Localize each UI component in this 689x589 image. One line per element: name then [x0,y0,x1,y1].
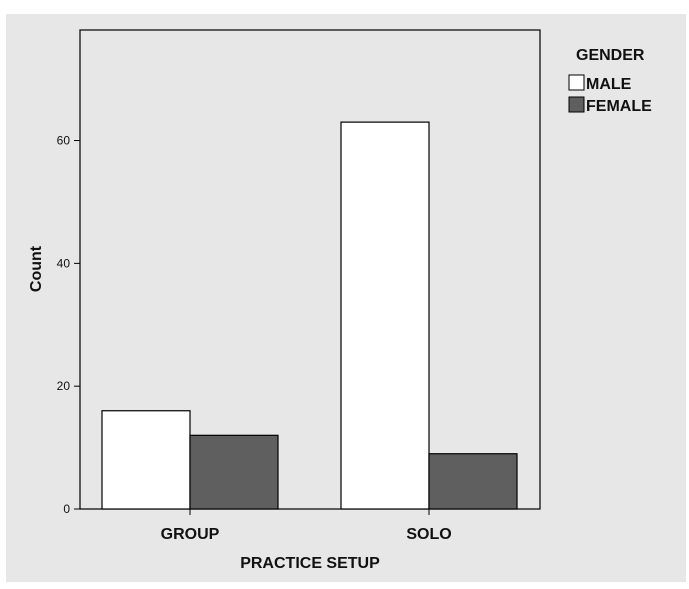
y-tick-label-60: 60 [57,134,71,148]
x-axis-categories: GROUP SOLO [161,509,452,543]
legend-items: MALE FEMALE [568,74,652,115]
y-axis-ticks: 0 20 40 60 [57,134,80,516]
bar-female-group [189,434,279,510]
y-axis-title: Count [28,245,45,292]
legend: GENDER MALE FEMALE [568,47,652,115]
legend-title: GENDER [576,47,645,64]
bar-male-group [101,410,191,510]
bar-male-solo [340,121,430,510]
bar-female-solo [428,453,518,510]
x-axis-title: PRACTICE SETUP [240,555,380,572]
y-tick-label-0: 0 [63,502,70,516]
y-tick-label-20: 20 [57,379,71,393]
legend-label-female: FEMALE [586,98,652,115]
x-tick-label-solo: SOLO [406,526,451,543]
x-tick-label-group: GROUP [161,526,220,543]
y-tick-label-40: 40 [57,256,71,270]
legend-swatch-male [568,74,585,91]
legend-swatch-female [568,96,585,113]
bars-group [101,121,518,510]
legend-label-male: MALE [586,76,632,93]
